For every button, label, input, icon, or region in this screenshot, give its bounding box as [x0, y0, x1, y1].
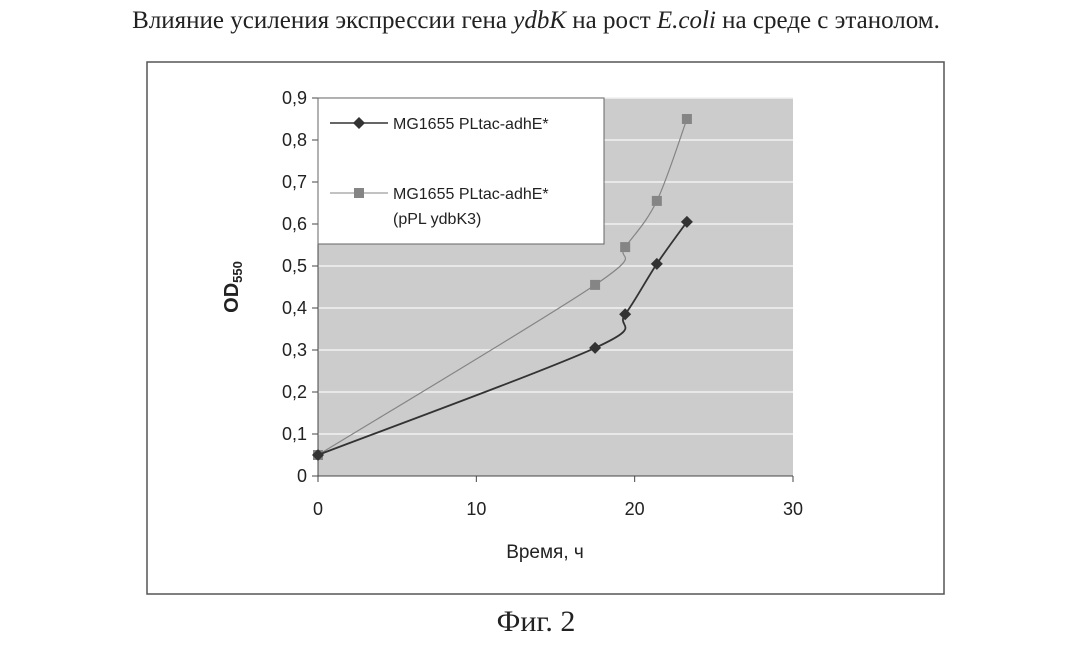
x-tick-label: 0	[313, 499, 323, 519]
legend: MG1655 PLtac-adhE* MG1655 PLtac-adhE* (p…	[318, 98, 604, 244]
y-tick-label: 0,7	[282, 172, 307, 192]
x-axis-label: Время, ч	[506, 542, 584, 563]
y-axis-label-main: OD	[221, 283, 243, 313]
series-2-point	[652, 196, 662, 206]
y-axis-label-subscript: 550	[230, 261, 245, 283]
y-tick-label: 0,2	[282, 382, 307, 402]
y-tick-label: 0,3	[282, 340, 307, 360]
series-2-point	[682, 114, 692, 124]
x-tick-label: 30	[783, 499, 803, 519]
series-2-point	[590, 280, 600, 290]
y-tick-label: 0,1	[282, 424, 307, 444]
y-tick-label: 0,4	[282, 298, 307, 318]
y-tick-label: 0,5	[282, 256, 307, 276]
figure-caption: Фиг. 2	[0, 604, 1072, 640]
y-tick-label: 0,6	[282, 214, 307, 234]
legend-marker-series-2	[354, 188, 364, 198]
legend-label-series-2-line-2: (pPL ydbK3)	[393, 211, 481, 228]
legend-label-series-1: MG1655 PLtac-adhE*	[393, 116, 549, 133]
y-tick-label: 0	[297, 466, 307, 486]
y-tick-label: 0,9	[282, 88, 307, 108]
x-tick-label: 10	[466, 499, 486, 519]
x-tick-label: 20	[625, 499, 645, 519]
legend-label-series-2-line-1: MG1655 PLtac-adhE*	[393, 186, 549, 203]
series-2-point	[620, 242, 630, 252]
y-tick-label: 0,8	[282, 130, 307, 150]
